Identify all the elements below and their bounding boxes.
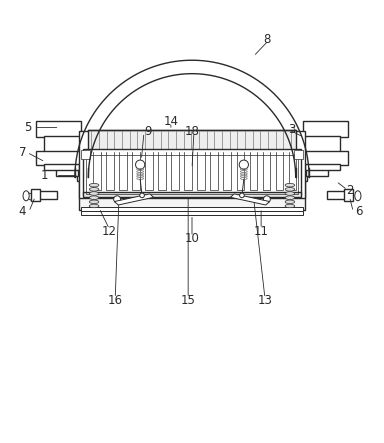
Ellipse shape (89, 204, 99, 208)
Text: 15: 15 (181, 294, 195, 307)
Bar (305, 163, 340, 170)
Bar (44, 163, 79, 170)
Bar (36, 121, 81, 137)
Ellipse shape (89, 192, 99, 195)
Bar (306, 165, 328, 176)
Text: 16: 16 (108, 294, 123, 307)
Text: 18: 18 (185, 125, 199, 138)
Bar (83, 192, 301, 197)
Ellipse shape (89, 200, 99, 204)
Bar (303, 136, 340, 153)
Bar (83, 149, 301, 194)
Bar (294, 150, 303, 159)
Bar (239, 164, 248, 179)
Bar (31, 189, 40, 201)
Text: 6: 6 (355, 206, 363, 218)
Bar (81, 207, 303, 211)
Bar (44, 136, 81, 153)
Bar (81, 211, 303, 214)
Polygon shape (28, 193, 31, 200)
Text: 2: 2 (346, 184, 353, 197)
Text: 11: 11 (253, 225, 269, 237)
Bar (86, 155, 298, 194)
Bar (136, 164, 145, 179)
Circle shape (136, 160, 145, 169)
Bar (303, 151, 348, 165)
Bar (38, 191, 57, 199)
Text: 14: 14 (163, 115, 179, 128)
Ellipse shape (23, 191, 29, 201)
Circle shape (114, 196, 121, 203)
Bar (88, 130, 296, 151)
Circle shape (263, 196, 270, 203)
Circle shape (240, 193, 244, 198)
Bar (36, 151, 81, 165)
Bar (139, 168, 245, 172)
Text: 8: 8 (263, 33, 271, 46)
Ellipse shape (89, 196, 99, 199)
Text: 5: 5 (24, 121, 31, 134)
Bar (56, 165, 78, 176)
Ellipse shape (285, 183, 295, 187)
Ellipse shape (89, 183, 99, 187)
Ellipse shape (285, 200, 295, 204)
Circle shape (239, 160, 248, 169)
Polygon shape (230, 194, 270, 205)
Text: 3: 3 (288, 123, 296, 136)
Circle shape (140, 193, 144, 198)
Bar (303, 121, 348, 137)
Text: 1: 1 (40, 169, 48, 182)
Polygon shape (114, 194, 154, 205)
Bar (77, 165, 307, 181)
Ellipse shape (89, 187, 99, 191)
Bar (327, 191, 346, 199)
Ellipse shape (285, 204, 295, 208)
Text: 7: 7 (19, 146, 27, 159)
Text: 4: 4 (18, 206, 26, 218)
Ellipse shape (285, 187, 295, 191)
Bar (79, 131, 305, 198)
Text: 10: 10 (185, 232, 199, 245)
Text: 13: 13 (258, 294, 272, 307)
Text: 12: 12 (102, 225, 117, 237)
Ellipse shape (355, 191, 361, 201)
Bar (81, 150, 90, 159)
Ellipse shape (285, 196, 295, 199)
Bar (79, 180, 305, 210)
Bar (344, 189, 353, 201)
Text: 9: 9 (144, 125, 152, 138)
Ellipse shape (285, 192, 295, 195)
